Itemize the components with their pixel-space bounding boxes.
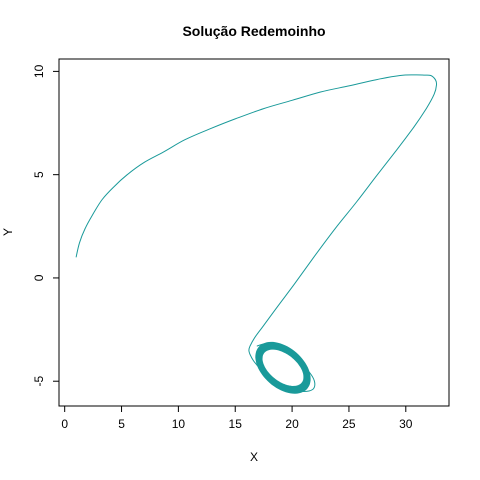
x-axis-label: X: [250, 450, 258, 464]
y-tick-label: 10: [32, 64, 46, 78]
x-tick-label: 5: [118, 417, 125, 431]
limit-cycle-loop: [259, 346, 307, 389]
x-axis: 0 5 10 15 20 25 30: [61, 405, 413, 431]
x-tick-label: 20: [285, 417, 299, 431]
limit-cycle-loop: [258, 345, 308, 391]
y-tick-label: -5: [32, 376, 46, 387]
trajectory-line: [75, 74, 438, 393]
x-tick-label: 25: [342, 417, 356, 431]
y-axis-label: Y: [1, 228, 15, 236]
chart-title: Solução Redemoinho: [182, 23, 325, 39]
limit-cycle-loop: [260, 347, 306, 389]
x-tick-label: 15: [229, 417, 243, 431]
x-tick-label: 0: [61, 417, 68, 431]
plot-area: [75, 74, 438, 394]
limit-cycle-loop: [260, 347, 306, 388]
x-tick-label: 10: [172, 417, 186, 431]
limit-cycle-loop: [258, 345, 308, 391]
limit-cycle-loop: [261, 348, 305, 388]
limit-cycle-loop: [259, 345, 307, 390]
y-tick-label: 5: [32, 171, 46, 178]
y-axis: -5 0 5 10: [32, 64, 60, 387]
y-tick-label: 0: [32, 274, 46, 281]
x-tick-label: 30: [399, 417, 413, 431]
plot-area-border: [58, 58, 450, 407]
